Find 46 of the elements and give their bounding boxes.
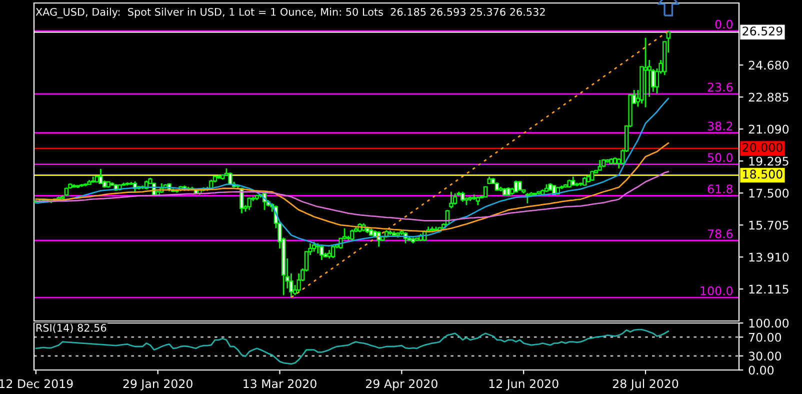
y-tick-label: 0.00 xyxy=(748,366,774,375)
candlestick xyxy=(228,172,232,186)
y-tick-label: 21.090 xyxy=(748,124,789,134)
y-tick-label: 13.910 xyxy=(749,252,789,262)
candlestick xyxy=(449,191,454,210)
x-tick-label: 28 Jul 2020 xyxy=(612,379,678,390)
y-tick-label: 30.00 xyxy=(748,352,782,361)
candlestick xyxy=(483,186,488,198)
ref-line-label: 61.8 xyxy=(708,184,732,194)
x-tick-label: 29 Jan 2020 xyxy=(123,379,192,390)
ref-line-label: 20.000 xyxy=(742,142,782,152)
ref-line-label: 0.0 xyxy=(715,20,732,29)
candlestick xyxy=(514,180,518,193)
candlestick xyxy=(571,176,576,187)
ref-line-label: 78.6 xyxy=(708,229,733,238)
ref-line-label: 23.6 xyxy=(708,82,733,92)
x-tick-label: 13 Mar 2020 xyxy=(244,379,316,388)
candlestick xyxy=(590,170,594,182)
y-tick-label: 70.00 xyxy=(748,332,782,342)
x-tick-label: 12 Jun 2020 xyxy=(489,379,558,390)
y-tick-label: 12.115 xyxy=(749,284,788,294)
candlestick xyxy=(320,244,324,261)
chart-title: XAG_USD, Daily: Spot Silver in USD, 1 Lot = 1 Ounce, Min: 50 Lots 26.185 26.593 25.376 26.532 xyxy=(36,8,545,18)
ref-line-label: 18.500 xyxy=(743,170,782,179)
candlestick xyxy=(350,228,354,241)
y-tick-label: 24.680 xyxy=(748,60,789,70)
y-tick-label: 15.705 xyxy=(749,220,788,230)
candlestick xyxy=(312,240,316,252)
ref-line-label: 26.529 xyxy=(742,26,782,36)
y-tick-label: 17.500 xyxy=(749,188,789,198)
candlestick xyxy=(296,272,301,294)
candlestick xyxy=(247,196,252,211)
candlestick xyxy=(331,244,336,259)
candlestick xyxy=(452,192,458,206)
y-tick-label: 22.885 xyxy=(748,92,788,102)
x-tick-label: 29 Apr 2020 xyxy=(366,379,438,390)
ref-line-label: 100.0 xyxy=(700,286,732,296)
y-tick-label: 100.00 xyxy=(749,318,789,328)
ref-line-label: 50.0 xyxy=(708,153,732,162)
chart-title: RSI(14) 82.56 xyxy=(36,324,106,333)
y-tick-label: 19.295 xyxy=(749,156,788,166)
candlestick xyxy=(460,191,465,202)
candlestick xyxy=(98,168,103,185)
candlestick xyxy=(643,37,648,108)
line-series xyxy=(35,170,670,222)
ref-line-label: 38.2 xyxy=(708,122,732,131)
